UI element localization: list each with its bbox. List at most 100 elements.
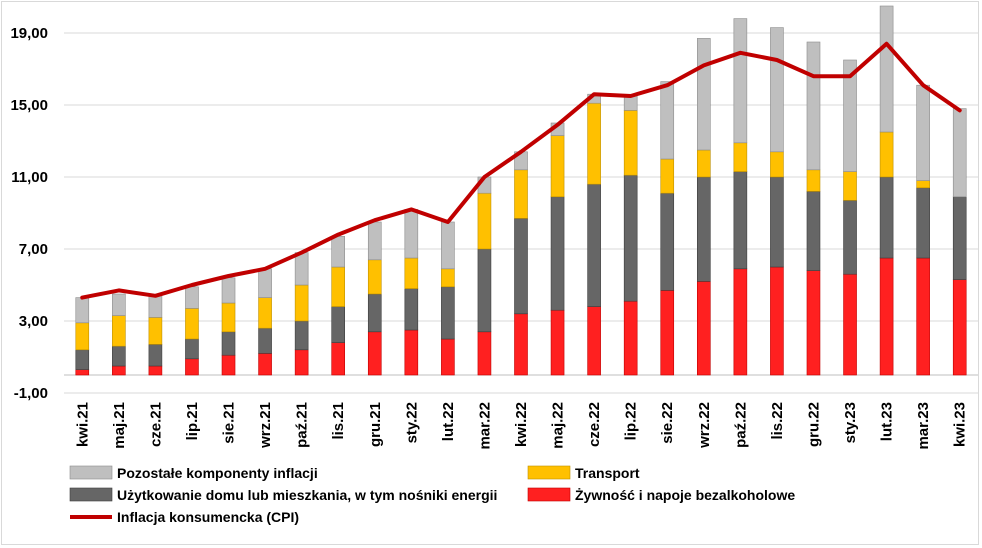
bar-segment <box>148 295 163 318</box>
x-tick-label: sie.22 <box>659 402 676 444</box>
bar-segment <box>185 308 199 340</box>
bar-segment <box>514 313 528 376</box>
y-tick-label: 11,00 <box>11 169 48 186</box>
bar-segment <box>514 169 528 219</box>
bar-segment <box>477 331 492 376</box>
bar-segment <box>367 259 382 295</box>
x-tick-label: kwi.23 <box>952 402 969 447</box>
bar-segment <box>148 365 163 376</box>
bar-segment <box>587 102 601 185</box>
bar-segment <box>660 192 675 291</box>
bar-segment <box>258 268 272 298</box>
x-tick-label: maj.21 <box>111 402 128 449</box>
bar-segment <box>770 27 784 153</box>
bar-segment <box>696 176 711 282</box>
legend-swatch <box>527 487 571 502</box>
y-tick-label: 7,00 <box>19 241 48 258</box>
bar-segment <box>221 302 236 333</box>
bar-segment <box>696 38 711 151</box>
bar-segment <box>623 95 638 111</box>
bar-segment <box>843 171 857 201</box>
x-tick-label: kwi.22 <box>513 402 530 447</box>
x-tick-label: lis.21 <box>330 402 347 440</box>
legend-label: Transport <box>575 465 640 481</box>
bar-segment <box>441 338 455 376</box>
bar-segment <box>623 174 638 302</box>
bar-segment <box>879 257 894 376</box>
bar-segment <box>843 200 857 275</box>
legend-label: Użytkowanie domu lub mieszkania, w tym n… <box>117 487 497 503</box>
bar-segment <box>514 218 528 315</box>
y-tick-label: 3,00 <box>19 313 48 330</box>
bar-segment <box>660 158 675 194</box>
bar-segment <box>952 196 967 280</box>
bar-segment <box>916 187 930 259</box>
bar-segment <box>185 338 199 360</box>
bar-segment <box>221 277 236 304</box>
bar-segment <box>367 293 382 333</box>
bar-segment <box>733 18 748 144</box>
bar-segment <box>367 331 382 376</box>
bar-segment <box>879 131 894 178</box>
bar-segment <box>367 221 382 261</box>
bar-segment <box>806 270 821 376</box>
x-tick-label: kwi.21 <box>74 402 91 447</box>
bar-segment <box>952 108 967 198</box>
bar-segment <box>879 5 894 133</box>
x-tick-label: mar.22 <box>476 402 493 450</box>
x-tick-label: cze.21 <box>147 402 164 447</box>
bar-segment <box>477 248 492 333</box>
x-tick-label: paź.21 <box>294 402 311 448</box>
legend-swatch <box>527 465 571 480</box>
bar-segment <box>294 252 309 286</box>
bar-segment <box>75 369 90 376</box>
bar-segment <box>733 171 748 270</box>
bar-segment <box>112 345 126 367</box>
bar-segment <box>843 59 857 172</box>
bar-segment <box>916 180 930 189</box>
bar-segment <box>696 281 711 376</box>
x-tick-label: gru.21 <box>367 402 384 447</box>
bar-segment <box>916 84 930 181</box>
x-tick-label: sty.23 <box>842 402 859 443</box>
legend-label: Pozostałe komponenty inflacji <box>117 465 318 481</box>
bar-segment <box>258 353 272 376</box>
cpi-line <box>80 41 962 300</box>
x-tick-label: lip.21 <box>184 402 201 440</box>
bar-segment <box>331 266 346 307</box>
bar-segment <box>660 290 675 376</box>
x-tick-label: maj.22 <box>550 402 567 449</box>
bar-segment <box>148 344 163 367</box>
x-tick-label: mar.23 <box>915 402 932 450</box>
bar-segment <box>770 151 784 178</box>
bar-segment <box>331 306 346 343</box>
bar-segment <box>916 257 930 376</box>
bar-segment <box>404 329 419 376</box>
bar-segment <box>696 149 711 178</box>
bar-segment <box>550 309 565 376</box>
x-tick-label: lip.22 <box>623 402 640 440</box>
bar-segment <box>221 331 236 356</box>
bar-segment <box>806 41 821 171</box>
bar-segment <box>952 279 967 376</box>
bar-segment <box>148 317 163 345</box>
bar-segment <box>75 349 90 370</box>
bar-segment <box>112 315 126 347</box>
bar-segment <box>550 196 565 311</box>
bar-segment <box>770 176 784 268</box>
x-tick-label: sty.22 <box>403 402 420 443</box>
bar-segment <box>733 268 748 376</box>
bar-segment <box>185 286 199 309</box>
bar-segment <box>879 176 894 259</box>
x-tick-label: lut.22 <box>440 402 457 441</box>
bar-segment <box>75 322 90 351</box>
bar-segment <box>441 268 455 288</box>
bar-segment <box>404 209 419 259</box>
x-tick-label: cze.22 <box>586 402 603 447</box>
bar-segment <box>806 169 821 192</box>
x-tick-label: gru.22 <box>805 402 822 447</box>
bar-segment <box>221 354 236 376</box>
bar-segment <box>441 286 455 340</box>
